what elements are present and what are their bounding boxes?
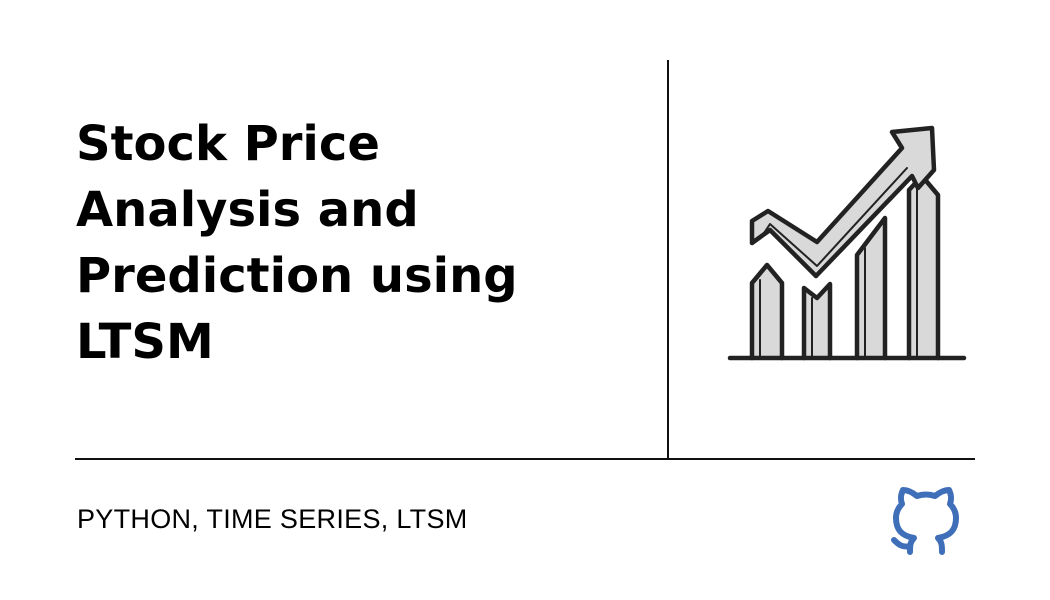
title-line-1: Stock Price	[76, 116, 380, 172]
title-line-2: Analysis and	[76, 182, 419, 238]
page-title: Stock Price Analysis and Prediction usin…	[76, 111, 636, 375]
github-icon[interactable]	[886, 486, 966, 560]
title-line-4: LTSM	[76, 314, 214, 370]
horizontal-divider	[75, 458, 975, 460]
tech-tags: PYTHON, TIME SERIES, LTSM	[77, 504, 468, 534]
trending-up-chart-icon	[727, 125, 967, 361]
title-line-3: Prediction using	[76, 248, 518, 304]
vertical-divider	[667, 60, 669, 458]
